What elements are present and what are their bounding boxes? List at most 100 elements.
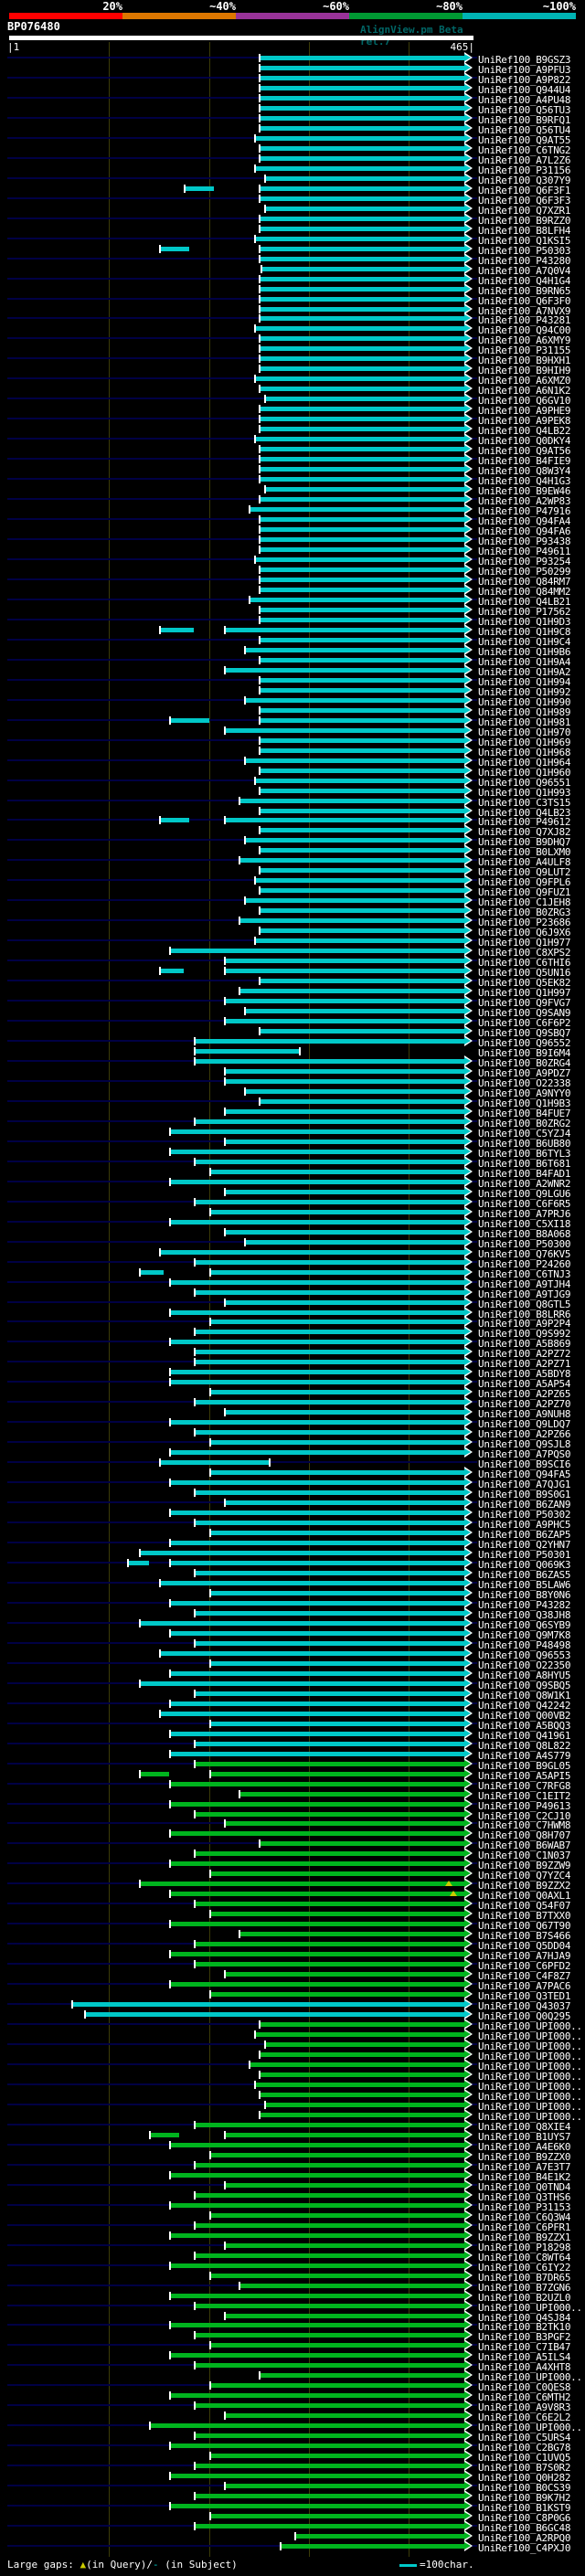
hit-label[interactable]: UniRef100_Q0DKY4 <box>478 435 571 448</box>
hit-alignment-bar[interactable] <box>171 2353 464 2359</box>
hit-alignment-bar[interactable] <box>196 1691 464 1696</box>
hit-label[interactable]: UniRef100_C1EIT2 <box>478 1789 571 1802</box>
hit-alignment-bar[interactable] <box>261 1841 464 1847</box>
hit-label[interactable]: UniRef100_Q1H993 <box>478 786 571 799</box>
hit-label[interactable]: UniRef100_B0ZRG4 <box>478 1057 571 1069</box>
hit-label[interactable]: UniRef100_UPI000.. <box>478 2422 582 2434</box>
hit-label[interactable]: UniRef100_B7S0R2 <box>478 2462 571 2475</box>
hit-label[interactable]: UniRef100_B6ZAS5 <box>478 1568 571 1581</box>
hit-alignment-bar[interactable] <box>211 1871 464 1877</box>
hit-alignment-bar[interactable] <box>261 747 464 753</box>
hit-label[interactable]: UniRef100_B6ZAP5 <box>478 1529 571 1542</box>
hit-label[interactable]: UniRef100_A9NYY0 <box>478 1087 571 1099</box>
hit-label[interactable]: UniRef100_B9DHQ7 <box>478 836 571 849</box>
hit-label[interactable]: UniRef100_B9I6M4 <box>478 1047 571 1060</box>
hit-alignment-bar[interactable] <box>161 1580 464 1585</box>
hit-alignment-bar[interactable] <box>261 2052 464 2058</box>
hit-label[interactable]: UniRef100_A2PZ72 <box>478 1348 571 1361</box>
hit-alignment-bar[interactable] <box>266 397 464 402</box>
hit-alignment-bar[interactable] <box>261 547 464 553</box>
hit-alignment-bar[interactable] <box>256 778 464 783</box>
hit-alignment-bar[interactable] <box>261 657 464 663</box>
hit-label[interactable]: UniRef100_A7Q0V4 <box>478 264 571 277</box>
hit-label[interactable]: UniRef100_P49611 <box>478 546 571 558</box>
hit-label[interactable]: UniRef100_Q1H989 <box>478 705 571 718</box>
hit-label[interactable]: UniRef100_B9ZZW9 <box>478 1860 571 1872</box>
hit-label[interactable]: UniRef100_B9RZZ0 <box>478 214 571 227</box>
hit-label[interactable]: UniRef100_P31153 <box>478 2200 571 2213</box>
hit-label[interactable]: UniRef100_Q1H981 <box>478 716 571 728</box>
hit-label[interactable]: UniRef100_Q8H707 <box>478 1829 571 1842</box>
hit-label[interactable]: UniRef100_Q6F3F0 <box>478 294 571 307</box>
hit-label[interactable]: UniRef100_Q1H964 <box>478 756 571 769</box>
hit-label[interactable]: UniRef100_Q94FA4 <box>478 515 571 528</box>
hit-label[interactable]: UniRef100_Q9AT56 <box>478 445 571 458</box>
hit-label[interactable]: UniRef100_Q56TU4 <box>478 123 571 136</box>
hit-alignment-bar[interactable] <box>171 2142 464 2147</box>
hit-alignment-bar[interactable] <box>256 878 464 884</box>
hit-alignment-bar[interactable] <box>171 1340 464 1345</box>
hit-alignment-bar[interactable] <box>261 2092 464 2097</box>
hit-alignment-bar[interactable] <box>211 2383 464 2389</box>
hit-label[interactable]: UniRef100_P43280 <box>478 254 571 267</box>
hit-alignment-bar[interactable] <box>226 727 464 733</box>
hit-label[interactable]: UniRef100_A7E3T7 <box>478 2160 571 2173</box>
hit-alignment-bar[interactable] <box>196 1259 464 1265</box>
hit-alignment-bar[interactable] <box>226 1299 464 1305</box>
hit-alignment-bar[interactable] <box>211 1660 464 1666</box>
hit-alignment-bar[interactable] <box>196 2363 464 2369</box>
hit-label[interactable]: UniRef100_A4PU48 <box>478 93 571 106</box>
hit-label[interactable]: UniRef100_A7PAC6 <box>478 1980 571 1993</box>
hit-label[interactable]: UniRef100_A2PZ66 <box>478 1428 571 1441</box>
hit-label[interactable]: UniRef100_P43282 <box>478 1598 571 1611</box>
hit-alignment-bar[interactable] <box>226 2313 464 2318</box>
hit-label[interactable]: UniRef100_Q84MM2 <box>478 585 571 598</box>
hit-alignment-bar[interactable] <box>261 216 464 221</box>
hit-label[interactable]: UniRef100_Q56TU3 <box>478 103 571 116</box>
hit-alignment-bar[interactable] <box>226 999 464 1004</box>
hit-label[interactable]: UniRef100_UPI000.. <box>478 2090 582 2103</box>
hit-alignment-bar[interactable] <box>261 296 464 302</box>
hit-label[interactable]: UniRef100_B0ZRG2 <box>478 1117 571 1129</box>
hit-alignment-bar[interactable] <box>261 196 464 201</box>
hit-alignment-bar[interactable] <box>196 1962 464 1967</box>
hit-label[interactable]: UniRef100_Q5DD04 <box>478 1940 571 1953</box>
hit-label[interactable]: UniRef100_P49612 <box>478 816 571 829</box>
hit-label[interactable]: UniRef100_Q2YHN7 <box>478 1539 571 1552</box>
hit-alignment-bar[interactable] <box>261 979 464 984</box>
hit-alignment-bar[interactable] <box>246 898 464 904</box>
hit-label[interactable]: UniRef100_Q7XJ82 <box>478 826 571 839</box>
hit-label[interactable]: UniRef100_Q94FA5 <box>478 1468 571 1481</box>
hit-alignment-bar[interactable] <box>211 1590 464 1595</box>
hit-alignment-bar[interactable] <box>261 707 464 713</box>
hit-alignment-bar[interactable] <box>261 366 464 372</box>
hit-label[interactable]: UniRef100_C1N037 <box>478 1850 571 1862</box>
hit-label[interactable]: UniRef100_C8WT64 <box>478 2251 571 2263</box>
hit-alignment-bar[interactable] <box>266 206 464 211</box>
hit-label[interactable]: UniRef100_UPI000.. <box>478 2070 582 2083</box>
hit-alignment-bar[interactable] <box>171 1801 464 1807</box>
hit-label[interactable]: UniRef100_A2RPQ0 <box>478 2532 571 2545</box>
hit-alignment-bar[interactable] <box>171 1630 464 1636</box>
hit-alignment-bar[interactable] <box>261 537 464 543</box>
hit-alignment-bar[interactable] <box>261 617 464 622</box>
hit-alignment-bar[interactable] <box>196 1490 464 1496</box>
hit-label[interactable]: UniRef100_P50303 <box>478 244 571 257</box>
hit-label[interactable]: UniRef100_A5B869 <box>478 1338 571 1351</box>
hit-label[interactable]: UniRef100_A2PZ70 <box>478 1398 571 1411</box>
hit-alignment-bar[interactable] <box>246 758 464 763</box>
hit-alignment-bar[interactable] <box>211 1531 464 1536</box>
hit-label[interactable]: UniRef100_B4E1K2 <box>478 2170 571 2183</box>
hit-label[interactable]: UniRef100_Q7YZC4 <box>478 1870 571 1882</box>
hit-alignment-bar[interactable] <box>266 2042 464 2048</box>
hit-alignment-bar[interactable] <box>246 647 464 652</box>
hit-alignment-bar[interactable] <box>261 417 464 422</box>
hit-alignment-bar[interactable] <box>261 306 464 312</box>
hit-alignment-bar[interactable] <box>226 1229 464 1235</box>
hit-alignment-bar[interactable] <box>196 2433 464 2439</box>
hit-alignment-bar[interactable] <box>171 1219 464 1224</box>
hit-alignment-bar[interactable] <box>261 407 464 412</box>
hit-label[interactable]: UniRef100_P47916 <box>478 505 571 518</box>
hit-label[interactable]: UniRef100_B4FAD1 <box>478 1167 571 1180</box>
hit-alignment-bar[interactable] <box>226 969 464 974</box>
